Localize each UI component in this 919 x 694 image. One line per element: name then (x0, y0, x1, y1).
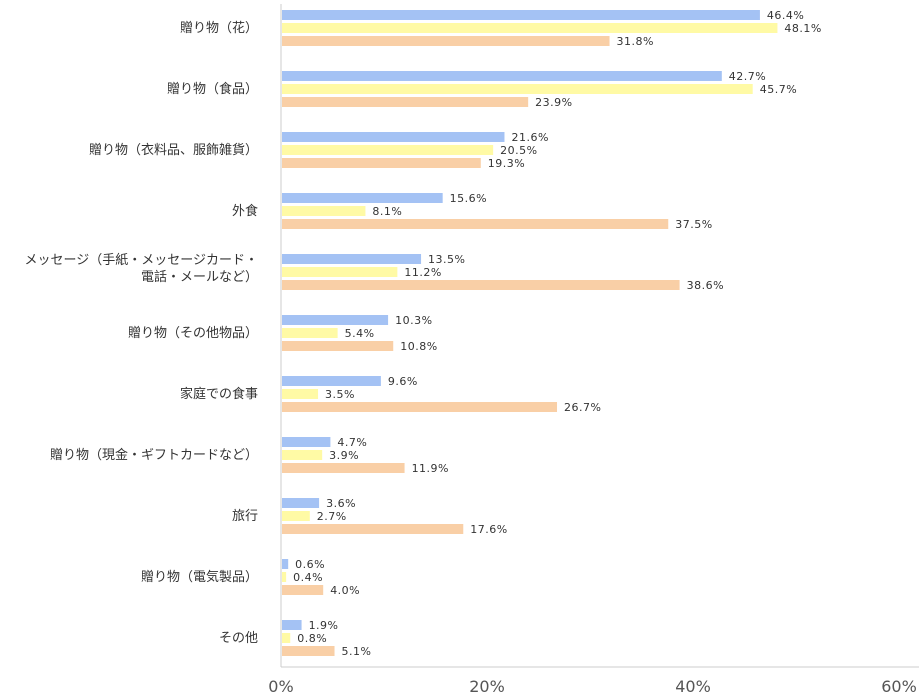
value-label: 5.1% (342, 645, 372, 658)
bar (282, 437, 331, 447)
bar (282, 71, 722, 81)
bar (282, 315, 389, 325)
value-label: 26.7% (564, 401, 601, 414)
value-label: 11.2% (404, 266, 441, 279)
value-label: 17.6% (470, 523, 507, 536)
bar (282, 206, 366, 216)
value-label: 0.8% (297, 632, 327, 645)
bar (282, 463, 405, 473)
value-label: 23.9% (535, 96, 572, 109)
category-label: 贈り物（現金・ギフトカードなど） (50, 447, 258, 463)
bar (282, 84, 753, 94)
value-label: 11.9% (412, 462, 449, 475)
bar (282, 450, 323, 460)
value-label: 4.0% (330, 584, 360, 597)
value-label: 21.6% (511, 131, 548, 144)
value-label: 45.7% (760, 83, 797, 96)
bar (282, 376, 381, 386)
bar (282, 559, 289, 569)
value-label: 20.5% (500, 144, 537, 157)
category-label: その他 (219, 631, 258, 646)
value-label: 31.8% (617, 35, 654, 48)
bar (282, 97, 529, 107)
bar (282, 585, 324, 595)
bar (282, 132, 505, 142)
value-label: 3.5% (325, 388, 355, 401)
x-tick-label: 40% (675, 677, 711, 694)
bar (282, 402, 558, 412)
bar (282, 524, 464, 534)
x-tick-label: 60% (881, 677, 917, 694)
value-label: 37.5% (675, 218, 712, 231)
value-label: 10.8% (400, 340, 437, 353)
bar (282, 219, 669, 229)
bar (282, 328, 338, 338)
value-label: 10.3% (395, 314, 432, 327)
bar (282, 36, 610, 46)
category-label: 贈り物（その他物品） (128, 325, 258, 341)
x-tick-label: 0% (268, 677, 293, 694)
value-label: 4.7% (337, 436, 367, 449)
category-label: 電話・メールなど） (141, 269, 258, 285)
value-label: 15.6% (450, 192, 487, 205)
value-label: 3.6% (326, 497, 356, 510)
bar (282, 620, 302, 630)
bar (282, 23, 778, 33)
bar (282, 193, 443, 203)
category-label: 贈り物（衣料品、服飾雑貨） (89, 142, 258, 158)
bar (282, 498, 320, 508)
value-label: 38.6% (687, 279, 724, 292)
category-label: 外食 (232, 203, 258, 219)
value-label: 5.4% (345, 327, 375, 340)
bar (282, 10, 760, 20)
value-label: 9.6% (388, 375, 418, 388)
bar (282, 341, 394, 351)
value-label: 2.7% (317, 510, 347, 523)
value-label: 1.9% (309, 619, 339, 632)
category-label: 旅行 (232, 509, 258, 524)
value-label: 8.1% (372, 205, 402, 218)
value-label: 13.5% (428, 253, 465, 266)
bar (282, 267, 398, 277)
bar (282, 145, 494, 155)
value-label: 3.9% (329, 449, 359, 462)
bar (282, 254, 422, 264)
bar (282, 389, 319, 399)
category-label: 贈り物（電気製品） (141, 569, 258, 585)
bar (282, 633, 291, 643)
value-label: 46.4% (767, 9, 804, 22)
value-label: 19.3% (488, 157, 525, 170)
value-label: 0.4% (293, 571, 323, 584)
category-label: 贈り物（花） (180, 20, 258, 36)
bar (282, 280, 680, 290)
x-tick-label: 20% (469, 677, 505, 694)
value-label: 0.6% (295, 558, 325, 571)
category-label: メッセージ（手紙・メッセージカード・ (25, 253, 258, 268)
bar (282, 158, 481, 168)
bar (282, 511, 310, 521)
value-label: 48.1% (784, 22, 821, 35)
value-label: 42.7% (729, 70, 766, 83)
bar (282, 572, 287, 582)
bar (282, 646, 335, 656)
category-label: 家庭での食事 (180, 386, 258, 402)
category-label: 贈り物（食品） (167, 81, 258, 97)
